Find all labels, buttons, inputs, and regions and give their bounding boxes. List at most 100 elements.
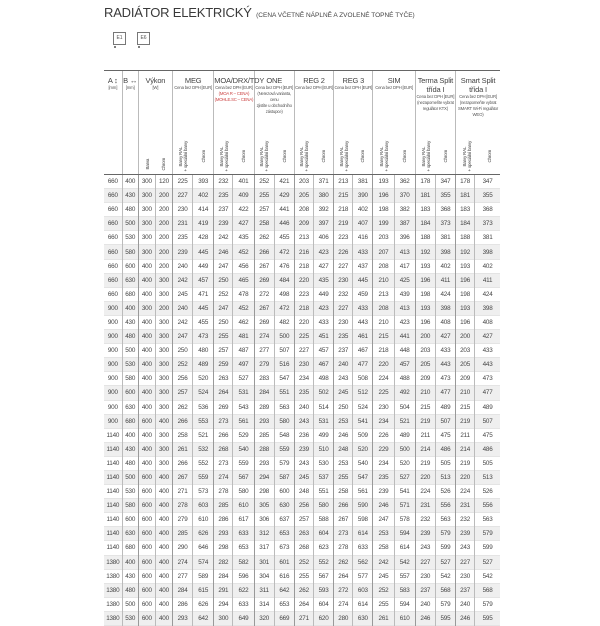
- table-cell: 277: [171, 569, 193, 584]
- table-cell: 239: [171, 244, 193, 260]
- table-cell: 439: [393, 287, 416, 302]
- table-cell: 400: [137, 400, 156, 415]
- table-cell: 209: [414, 371, 436, 386]
- table-cell: 430: [121, 315, 139, 330]
- table-cell: 235: [333, 329, 353, 344]
- table-row: 1140 430 400 300 261 532 268 540 288 559 239 510 248…: [104, 442, 500, 457]
- table-cell: 400: [154, 597, 173, 612]
- table-cell: 243: [293, 456, 314, 471]
- sub-label-chrome: Chrom: [321, 149, 327, 163]
- table-cell: 477: [434, 385, 456, 400]
- table-cell: 472: [273, 301, 295, 316]
- table-cell: 599: [434, 540, 456, 556]
- table-cell: 425: [393, 273, 416, 288]
- table-cell: 583: [393, 583, 416, 598]
- table-cell: 230: [333, 273, 353, 288]
- table-cell: 198: [414, 287, 436, 302]
- table-cell: 521: [393, 414, 416, 429]
- table-cell: 600: [137, 555, 156, 570]
- table-cell: 400: [154, 583, 173, 598]
- table-cell: 551: [273, 385, 295, 400]
- table-cell: 210: [372, 315, 395, 330]
- table-cell: 193: [414, 301, 436, 316]
- table-cell: 486: [434, 442, 456, 457]
- header-a: A ↕ [mm]: [104, 70, 123, 175]
- table-cell: 255: [213, 329, 233, 344]
- table-cell: 368: [474, 202, 500, 217]
- table-cell: 398: [474, 244, 500, 260]
- table-cell: 278: [213, 484, 233, 499]
- sub-label-ral-colors: Barvy RAL + speciální barvy: [299, 140, 310, 172]
- sub-label-chrome: Chrom: [442, 149, 448, 163]
- table-cell: 347: [434, 174, 456, 189]
- table-row: 1140 480 400 300 266 552 273 559 293 579 243 530 253…: [104, 456, 500, 471]
- table-cell: 529: [232, 428, 255, 443]
- table-cell: 247: [372, 512, 395, 527]
- table-cell: 210: [372, 273, 395, 288]
- table-cell: 398: [434, 244, 456, 260]
- table-cell: 215: [333, 188, 353, 203]
- table-cell: 266: [213, 428, 233, 443]
- table-cell: 427: [232, 216, 255, 231]
- table-cell: 227: [455, 555, 475, 570]
- header-group-reg-2: REG 2 Cena bez DPH [EUR] Barvy RAL + speci…: [293, 70, 334, 175]
- table-cell: 400: [154, 540, 173, 556]
- table-cell: 400: [137, 456, 156, 471]
- table-cell: 1380: [106, 572, 120, 580]
- table-cell: 300: [154, 400, 173, 415]
- table-cell: 653: [232, 540, 255, 556]
- table-cell: 1140: [104, 498, 123, 513]
- table-cell: 488: [393, 371, 416, 386]
- table-cell: 497: [232, 357, 255, 372]
- table-cell: 246: [455, 611, 475, 626]
- table-cell: 445: [192, 301, 214, 316]
- table-cell: 242: [372, 555, 395, 570]
- table-cell: 239: [293, 442, 314, 457]
- table-cell: 507: [474, 414, 500, 429]
- table-cell: 214: [455, 442, 475, 457]
- table-cell: 264: [213, 385, 233, 400]
- table-cell: 455: [192, 315, 214, 330]
- table-cell: 234: [372, 414, 395, 429]
- table-cell: 252: [372, 583, 395, 598]
- table-row: 1140 600 600 400 279 610 286 617 306 637 257 588 267…: [104, 512, 500, 527]
- table-cell: 235: [293, 385, 314, 400]
- page-title: RADIÁTOR ELEKTRICKÝ (CENA VČETNĚ NÁPLNĚ …: [104, 4, 415, 22]
- table-cell: 414: [192, 202, 214, 217]
- table-cell: 227: [414, 555, 436, 570]
- group-note: Cena bez DPH [EUR]: [416, 94, 455, 99]
- table-cell: 571: [393, 498, 416, 513]
- table-cell: 199: [372, 216, 395, 231]
- table-cell: 300: [154, 357, 173, 372]
- table-cell: 400: [121, 555, 139, 570]
- table-cell: 392: [313, 202, 334, 217]
- table-cell: 231: [171, 216, 193, 231]
- table-cell: 457: [313, 343, 334, 358]
- table-cell: 400: [154, 555, 173, 570]
- table-cell: 489: [474, 400, 500, 415]
- table-cell: 680: [121, 287, 139, 302]
- table-cell: 243: [333, 371, 353, 386]
- table-cell: 300: [154, 329, 173, 344]
- table-cell: 481: [232, 329, 255, 344]
- table-cell: 531: [232, 385, 255, 400]
- table-cell: 500: [393, 442, 416, 457]
- table-cell: 1140: [106, 431, 120, 439]
- table-cell: 473: [192, 329, 214, 344]
- table-cell: 441: [273, 202, 295, 217]
- table-cell: 1380: [106, 600, 120, 608]
- table-cell: 243: [293, 414, 314, 429]
- table-row: 660 430 300 200 227 402 235 409 255 429 205 380 215 3…: [104, 188, 500, 203]
- header-b: B ↔ [mm]: [121, 70, 139, 175]
- table-cell: 264: [293, 597, 314, 612]
- table-cell: 1140: [104, 526, 123, 541]
- table-cell: 257: [171, 385, 193, 400]
- table-cell: 120: [154, 174, 173, 189]
- table-cell: 227: [293, 343, 314, 358]
- table-cell: 615: [192, 583, 214, 598]
- table-row: 1140 530 600 400 271 573 278 580 298 600 248 551 258…: [104, 484, 500, 499]
- sub-label-ral-colors: Barvy RAL + speciální barvy: [420, 140, 431, 172]
- table-cell: 298: [213, 540, 233, 556]
- table-cell: 288: [253, 442, 275, 457]
- table-cell: 429: [273, 188, 295, 203]
